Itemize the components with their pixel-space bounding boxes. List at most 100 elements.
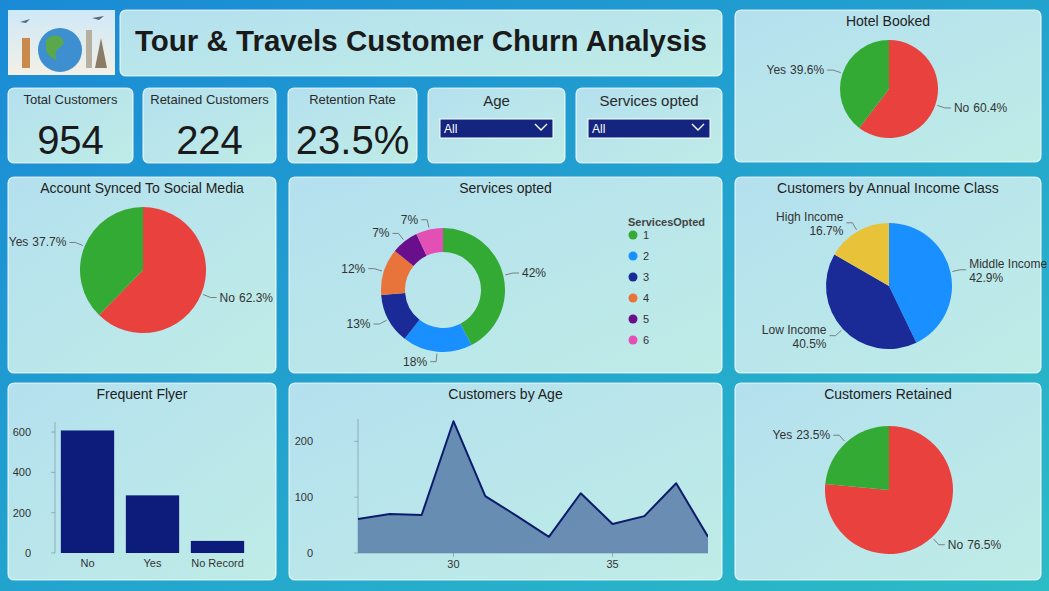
data-label: No62.3% xyxy=(220,291,274,305)
leader-line xyxy=(203,294,216,297)
leader-line xyxy=(368,269,382,271)
data-label: Yes37.7% xyxy=(9,235,67,249)
slicer-dropdown[interactable] xyxy=(588,119,710,138)
label-category: No xyxy=(954,101,970,115)
donut-slice xyxy=(381,293,419,339)
pie-slice xyxy=(80,207,143,315)
y-tick xyxy=(354,441,358,442)
panel xyxy=(576,88,722,163)
pie-slice xyxy=(825,426,889,490)
slicer-value: All xyxy=(444,122,457,136)
leader-line xyxy=(392,233,403,239)
slicer-label: Age xyxy=(483,92,510,109)
legend-swatch xyxy=(629,336,638,345)
header-image xyxy=(8,10,115,75)
panel xyxy=(289,383,722,580)
data-label: No60.4% xyxy=(954,101,1008,115)
chart-title: Hotel Booked xyxy=(846,13,930,29)
pie-slice xyxy=(840,40,889,128)
leader-line xyxy=(827,70,841,73)
x-tick-label: No xyxy=(80,557,94,569)
y-tick-label: 400 xyxy=(13,466,31,478)
data-label: 12% xyxy=(341,262,365,276)
pie-chart: No62.3% Yes37.7% xyxy=(9,207,274,333)
x-tick-label: No Record xyxy=(191,557,244,569)
slicer-value: All xyxy=(592,122,605,136)
data-label: 16.7% xyxy=(809,224,843,238)
chart-title: Customers by Age xyxy=(448,386,563,402)
data-label-category: High Income xyxy=(776,210,844,224)
x-tick-label: 30 xyxy=(447,558,459,570)
area-chart: 01002003035 xyxy=(295,419,708,570)
plane xyxy=(20,16,104,23)
data-label: Yes23.5% xyxy=(773,428,831,442)
legend-swatch xyxy=(629,294,638,303)
legend-label: 5 xyxy=(643,313,649,325)
leader-line xyxy=(421,220,429,228)
chart-title: Customers Retained xyxy=(824,386,952,402)
y-tick-label: 0 xyxy=(307,547,313,559)
area-fill xyxy=(358,421,708,553)
kpi-value: 954 xyxy=(37,118,104,162)
x-tick xyxy=(612,553,613,557)
kpi-value: 23.5% xyxy=(296,118,409,162)
panel xyxy=(288,88,417,163)
label-value: 76.5% xyxy=(967,538,1001,552)
label-category: No xyxy=(948,538,964,552)
panel xyxy=(8,88,133,163)
label-value: 39.6% xyxy=(790,63,824,77)
bar xyxy=(126,495,179,553)
y-tick xyxy=(354,553,358,554)
data-label: Yes39.6% xyxy=(767,63,825,77)
label-category: Yes xyxy=(773,428,793,442)
y-tick xyxy=(51,472,55,473)
chart-title: Customers by Annual Income Class xyxy=(777,180,999,196)
x-tick-label: Yes xyxy=(144,557,162,569)
panel xyxy=(428,88,565,163)
leader-line xyxy=(505,273,519,275)
area-line xyxy=(358,421,708,537)
panel xyxy=(735,177,1041,373)
label-value: 62.3% xyxy=(239,291,273,305)
globe-land xyxy=(46,35,63,60)
bar xyxy=(61,430,114,553)
panel xyxy=(8,383,276,580)
legend-swatch xyxy=(629,231,638,240)
panel xyxy=(8,177,276,373)
leader-line xyxy=(374,320,387,324)
chart-title: Services opted xyxy=(459,180,552,196)
bar-chart: 0200400600NoYesNo Record xyxy=(13,422,245,569)
slicer-label: Services opted xyxy=(599,92,698,109)
pie-chart: No76.5% Yes23.5% xyxy=(773,426,1002,554)
data-label: 42% xyxy=(522,266,546,280)
globe xyxy=(38,28,82,72)
bar xyxy=(191,541,244,553)
y-tick xyxy=(51,432,55,433)
data-label: 42.9% xyxy=(969,271,1003,285)
legend: ServicesOpted123456 xyxy=(628,216,705,346)
slicer-chevron xyxy=(692,124,704,130)
slicer-dropdown[interactable] xyxy=(440,119,553,138)
kpi-label: Total Customers xyxy=(24,92,118,107)
legend-label: 1 xyxy=(643,229,649,241)
y-tick xyxy=(354,497,358,498)
chart-title: Account Synced To Social Media xyxy=(40,180,244,196)
data-label: 13% xyxy=(347,317,371,331)
data-label: 7% xyxy=(401,213,419,227)
building xyxy=(95,38,107,68)
panel xyxy=(735,383,1041,580)
building xyxy=(86,30,92,68)
data-label: 7% xyxy=(372,226,390,240)
kpi-label: Retention Rate xyxy=(309,92,396,107)
label-category: No xyxy=(220,291,236,305)
leader-line xyxy=(933,539,944,545)
label-category: Yes xyxy=(767,63,787,77)
legend-label: 2 xyxy=(643,250,649,262)
y-tick-label: 200 xyxy=(13,507,31,519)
label-value: 23.5% xyxy=(796,428,830,442)
y-axis xyxy=(55,422,56,553)
y-tick-label: 600 xyxy=(13,426,31,438)
pie-slice xyxy=(825,426,953,554)
legend-label: 4 xyxy=(643,292,649,304)
kpi-value: 224 xyxy=(176,118,243,162)
